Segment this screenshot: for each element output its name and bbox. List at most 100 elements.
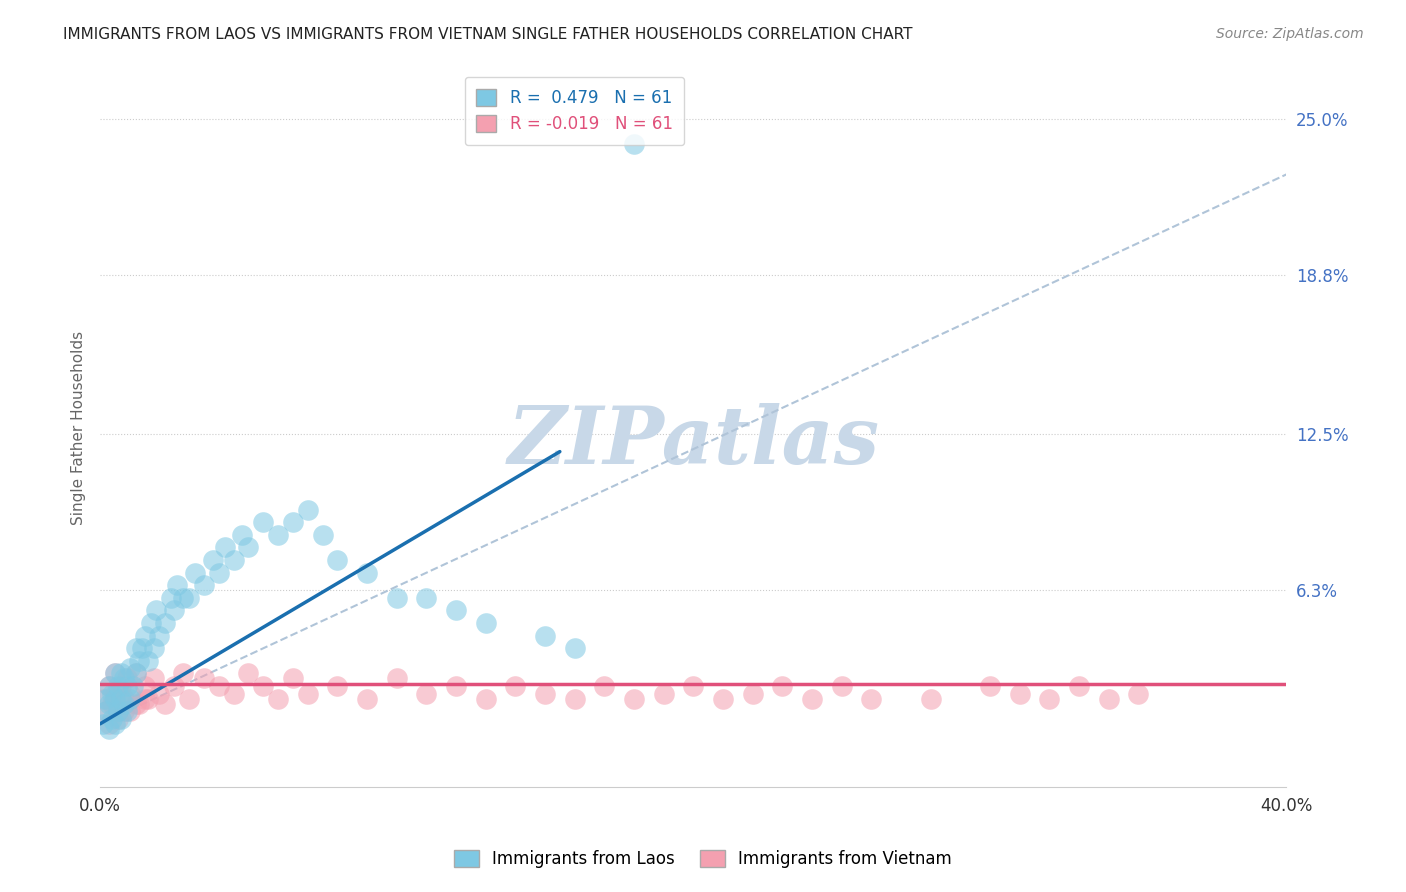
Point <box>101 712 124 726</box>
Point <box>831 679 853 693</box>
Point <box>160 591 183 605</box>
Point <box>297 502 319 516</box>
Point <box>136 691 159 706</box>
Point <box>98 679 121 693</box>
Point <box>112 672 135 686</box>
Point <box>145 603 167 617</box>
Point <box>267 691 290 706</box>
Point <box>121 679 143 693</box>
Point <box>623 137 645 152</box>
Point <box>163 679 186 693</box>
Point <box>385 591 408 605</box>
Point <box>128 697 150 711</box>
Point <box>98 679 121 693</box>
Point <box>1097 691 1119 706</box>
Point <box>920 691 942 706</box>
Point <box>252 515 274 529</box>
Point <box>741 687 763 701</box>
Point <box>94 704 117 718</box>
Point <box>139 615 162 630</box>
Point <box>1067 679 1090 693</box>
Point <box>252 679 274 693</box>
Point <box>238 666 260 681</box>
Point <box>177 691 200 706</box>
Point <box>222 553 245 567</box>
Point <box>112 691 135 706</box>
Text: Source: ZipAtlas.com: Source: ZipAtlas.com <box>1216 27 1364 41</box>
Text: IMMIGRANTS FROM LAOS VS IMMIGRANTS FROM VIETNAM SINGLE FATHER HOUSEHOLDS CORRELA: IMMIGRANTS FROM LAOS VS IMMIGRANTS FROM … <box>63 27 912 42</box>
Point <box>104 691 127 706</box>
Point <box>711 691 734 706</box>
Point <box>326 553 349 567</box>
Point <box>682 679 704 693</box>
Point <box>118 661 141 675</box>
Point <box>231 528 253 542</box>
Point <box>222 687 245 701</box>
Point <box>163 603 186 617</box>
Point <box>385 672 408 686</box>
Point <box>125 641 148 656</box>
Point <box>148 687 170 701</box>
Point <box>118 691 141 706</box>
Point <box>134 679 156 693</box>
Point <box>1008 687 1031 701</box>
Point <box>505 679 527 693</box>
Point <box>98 697 121 711</box>
Point <box>208 566 231 580</box>
Point <box>107 704 129 718</box>
Point <box>118 704 141 718</box>
Point <box>101 687 124 701</box>
Point <box>110 712 132 726</box>
Point <box>107 704 129 718</box>
Point <box>112 697 135 711</box>
Point <box>107 679 129 693</box>
Point <box>1128 687 1150 701</box>
Point <box>101 697 124 711</box>
Point <box>356 691 378 706</box>
Point <box>91 691 114 706</box>
Point <box>142 672 165 686</box>
Point <box>238 541 260 555</box>
Point <box>534 629 557 643</box>
Point <box>134 629 156 643</box>
Point <box>115 679 138 693</box>
Point <box>125 666 148 681</box>
Point <box>155 697 177 711</box>
Point <box>415 591 437 605</box>
Point <box>115 704 138 718</box>
Point <box>267 528 290 542</box>
Point <box>104 666 127 681</box>
Text: ZIPatlas: ZIPatlas <box>508 403 879 481</box>
Point <box>115 672 138 686</box>
Point <box>193 578 215 592</box>
Point <box>444 679 467 693</box>
Point <box>415 687 437 701</box>
Point <box>110 691 132 706</box>
Point <box>623 691 645 706</box>
Point <box>326 679 349 693</box>
Point <box>444 603 467 617</box>
Point <box>134 691 156 706</box>
Point <box>172 666 194 681</box>
Point <box>94 704 117 718</box>
Point <box>564 691 586 706</box>
Point <box>979 679 1001 693</box>
Point <box>860 691 883 706</box>
Point <box>208 679 231 693</box>
Point <box>474 615 496 630</box>
Point <box>356 566 378 580</box>
Point <box>214 541 236 555</box>
Point <box>104 666 127 681</box>
Point <box>107 712 129 726</box>
Point <box>155 615 177 630</box>
Point <box>118 687 141 701</box>
Legend: Immigrants from Laos, Immigrants from Vietnam: Immigrants from Laos, Immigrants from Vi… <box>447 843 959 875</box>
Point <box>128 654 150 668</box>
Point <box>652 687 675 701</box>
Point <box>112 704 135 718</box>
Point <box>110 666 132 681</box>
Point <box>172 591 194 605</box>
Point <box>166 578 188 592</box>
Point <box>98 716 121 731</box>
Point <box>193 672 215 686</box>
